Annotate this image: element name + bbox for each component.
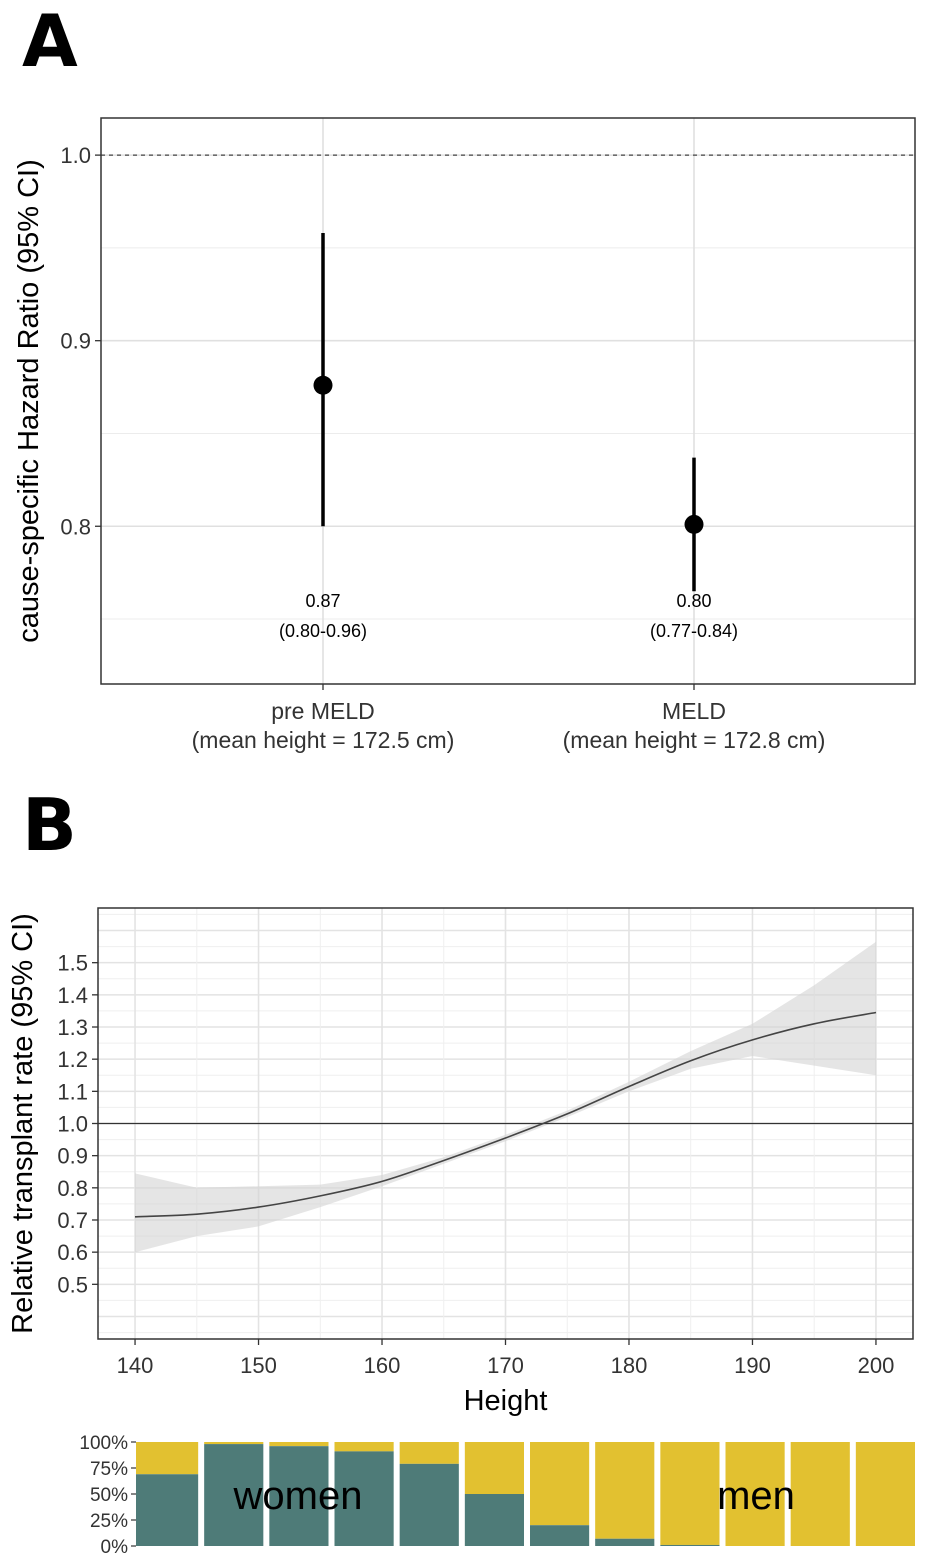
women-bar-7	[595, 1538, 655, 1546]
plot-b-x-axis-title: Height	[464, 1385, 548, 1417]
plot-a-y-ticks: 0.8 0.9 1.0	[60, 143, 101, 539]
plot-a-marks: 0.87 (0.80-0.96) 0.80 (0.77-0.84)	[279, 233, 738, 641]
x-tick-label-6: 200	[858, 1353, 895, 1378]
plot-b-marks	[98, 941, 913, 1253]
y-tick-label-9: 1.4	[57, 983, 88, 1008]
x-tick-label-5: 190	[734, 1353, 771, 1378]
plot-b-x-ticks: 140 150 160 170 180 190 200	[117, 1339, 895, 1378]
bar-y-tick-label-3: 75%	[90, 1459, 128, 1480]
men-bar-1	[204, 1442, 264, 1445]
men-bar-6	[530, 1442, 590, 1526]
women-bar-2	[269, 1446, 329, 1546]
y-tick-label-5: 1.0	[57, 1112, 88, 1137]
hazard-ratio-plot: 0.87 (0.80-0.96) 0.80 (0.77-0.84) 0.8 0.9 1.0…	[13, 117, 916, 753]
estimate-point-0	[313, 375, 333, 395]
men-bar-3	[334, 1442, 394, 1452]
y-tick-label-7: 1.2	[57, 1047, 88, 1072]
men-bar-11	[855, 1442, 915, 1546]
y-tick-label-2: 1.0	[60, 143, 91, 168]
women-bar-3	[334, 1451, 394, 1546]
bar-y-tick-label-1: 25%	[90, 1511, 128, 1532]
estimate-label-1: 0.80	[676, 591, 711, 611]
y-tick-label-8: 1.3	[57, 1015, 88, 1040]
bars-background	[136, 1442, 918, 1546]
men-bar-5	[464, 1442, 524, 1494]
transplant-rate-plot: 0.5 0.6 0.7 0.8 0.9 1.0 1.1 1.2 1.3 1.4 1.5 140 150…	[7, 907, 914, 1417]
plot-a-grid	[101, 118, 915, 684]
plot-a-y-axis-title: cause-specific Hazard Ratio (95% CI)	[13, 159, 45, 643]
y-tick-label-1: 0.6	[57, 1240, 88, 1265]
bar-y-tick-label-0: 0%	[101, 1537, 129, 1558]
x-tick-label-3: 170	[487, 1353, 524, 1378]
plot-b-y-ticks: 0.5 0.6 0.7 0.8 0.9 1.0 1.1 1.2 1.3 1.4 1.5	[57, 951, 98, 1297]
category-label-0: pre MELD	[271, 698, 375, 724]
women-bar-5	[464, 1494, 524, 1546]
men-bar-2	[269, 1442, 329, 1447]
women-bar-6	[530, 1525, 590, 1546]
y-tick-label-10: 1.5	[57, 951, 88, 976]
men-bar-10	[790, 1442, 850, 1546]
estimate-label-0: 0.87	[305, 591, 340, 611]
plot-a-panel-border	[100, 117, 916, 685]
x-tick-label-1: 150	[240, 1353, 277, 1378]
y-tick-label-2: 0.7	[57, 1208, 88, 1233]
group-label-men: men	[717, 1474, 795, 1518]
women-bar-0	[136, 1474, 199, 1546]
x-tick-label-2: 160	[364, 1353, 401, 1378]
category-sublabel-0: (mean height = 172.5 cm)	[192, 727, 455, 753]
ci-label-1: (0.77-0.84)	[650, 621, 738, 641]
estimate-point-1	[684, 514, 704, 534]
sex-composition-bars: 0% 25% 50% 75% 100% women men	[79, 1433, 918, 1558]
women-bar-1	[204, 1444, 264, 1546]
composition-bars	[136, 1442, 918, 1546]
panel-letter-a: A	[22, 0, 78, 83]
men-bar-8	[660, 1442, 720, 1545]
y-tick-label-0: 0.8	[60, 514, 91, 539]
composition-y-ticks: 0% 25% 50% 75% 100%	[79, 1433, 136, 1558]
category-sublabel-1: (mean height = 172.8 cm)	[563, 727, 826, 753]
y-tick-label-0: 0.5	[57, 1272, 88, 1297]
plot-b-y-axis-title: Relative transplant rate (95% CI)	[7, 913, 39, 1334]
men-bar-4	[399, 1442, 459, 1464]
panel-letter-b: B	[22, 783, 77, 867]
x-tick-label-4: 180	[611, 1353, 648, 1378]
bar-y-tick-label-2: 50%	[90, 1485, 128, 1506]
group-label-women: women	[233, 1474, 363, 1518]
women-bar-4	[399, 1463, 459, 1546]
women-bar-8	[660, 1544, 720, 1546]
category-label-1: MELD	[662, 698, 726, 724]
bar-y-tick-label-4: 100%	[79, 1433, 128, 1454]
rate-curve	[134, 1011, 877, 1218]
men-bar-9	[725, 1442, 785, 1546]
y-tick-label-6: 1.1	[57, 1079, 88, 1104]
plot-a-x-labels: pre MELD (mean height = 172.5 cm) MELD (mea…	[192, 684, 826, 753]
x-tick-label-0: 140	[117, 1353, 154, 1378]
confidence-band	[135, 941, 876, 1253]
ci-label-0: (0.80-0.96)	[279, 621, 367, 641]
y-tick-label-4: 0.9	[57, 1144, 88, 1169]
y-tick-label-3: 0.8	[57, 1176, 88, 1201]
men-bar-0	[136, 1442, 199, 1475]
y-tick-label-1: 0.9	[60, 329, 91, 354]
men-bar-7	[595, 1442, 655, 1539]
